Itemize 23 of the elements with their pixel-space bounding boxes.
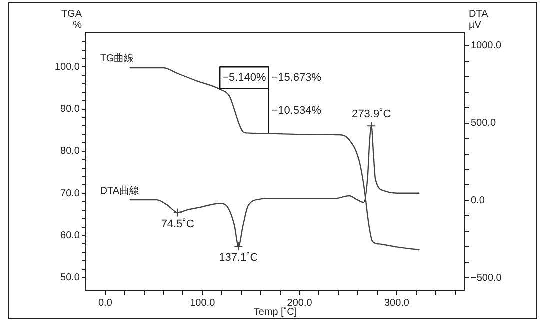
y2-tick-label: 0.0 bbox=[471, 195, 486, 206]
y-tick-label: 70.0 bbox=[60, 188, 80, 200]
annotation: −5.140% bbox=[222, 72, 266, 84]
y2-tick-label: 500.0 bbox=[471, 118, 496, 130]
annotation: 74.5˚C bbox=[161, 218, 194, 230]
series-label: TG曲線 bbox=[100, 52, 134, 65]
y-tick-label: 60.0 bbox=[60, 230, 80, 242]
y-tick-label: 90.0 bbox=[60, 104, 80, 116]
y2-tick-label: 1000.0 bbox=[471, 40, 502, 52]
y-tick-label: 50.0 bbox=[60, 272, 80, 284]
y-tick-label: 80.0 bbox=[60, 146, 80, 158]
y-axis-title: TGA % bbox=[61, 8, 82, 31]
x-tick-label: 300.0 bbox=[384, 298, 410, 309]
y-tick-label: 100.0 bbox=[54, 62, 80, 73]
series-label: DTA曲線 bbox=[100, 184, 140, 197]
annotation: 273.9˚C bbox=[352, 108, 392, 121]
x-tick-label: 100.0 bbox=[190, 298, 216, 309]
y2-tick-label: −500.0 bbox=[471, 272, 502, 284]
annotation: −10.534% bbox=[272, 105, 322, 118]
annotation: 137.1˚C bbox=[219, 252, 258, 264]
y2-axis-title: DTA µV bbox=[469, 8, 489, 31]
x-tick-label: 0.0 bbox=[98, 298, 113, 309]
annotation: −15.673% bbox=[272, 72, 322, 84]
